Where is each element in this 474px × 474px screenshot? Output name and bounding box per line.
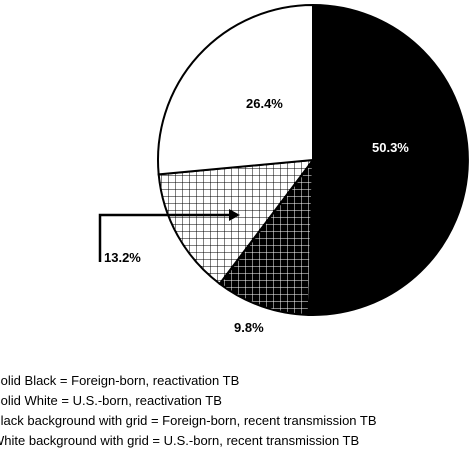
legend-entry: White background with grid = U.S.-born, …: [0, 433, 359, 448]
pie-slice-black-grid: [218, 156, 315, 316]
pie-slice-label: 26.4%: [246, 96, 283, 111]
pie-slice-label: 9.8%: [234, 320, 264, 335]
pie-slice-solid-white: [157, 3, 314, 176]
pie-slice-label: 50.3%: [372, 140, 409, 155]
legend: Solid Black = Foreign-born, reactivation…: [0, 373, 377, 448]
pie-slices: [157, 3, 469, 316]
pie-slice-white-grid: [157, 158, 316, 286]
callout-arrow-line: [98, 213, 232, 262]
pie-slice-solid-black: [307, 3, 469, 316]
legend-entry: Solid Black = Foreign-born, reactivation…: [0, 373, 239, 388]
pie-slice-labels: 50.3% 9.8% 13.2% 26.4%: [104, 96, 409, 335]
legend-entry: Solid White = U.S.-born, reactivation TB: [0, 393, 222, 408]
callout-pointer: [98, 209, 240, 262]
callout-arrow-head: [229, 209, 240, 221]
pie-slice-label: 13.2%: [104, 250, 141, 265]
legend-entry: Black background with grid = Foreign-bor…: [0, 413, 377, 428]
